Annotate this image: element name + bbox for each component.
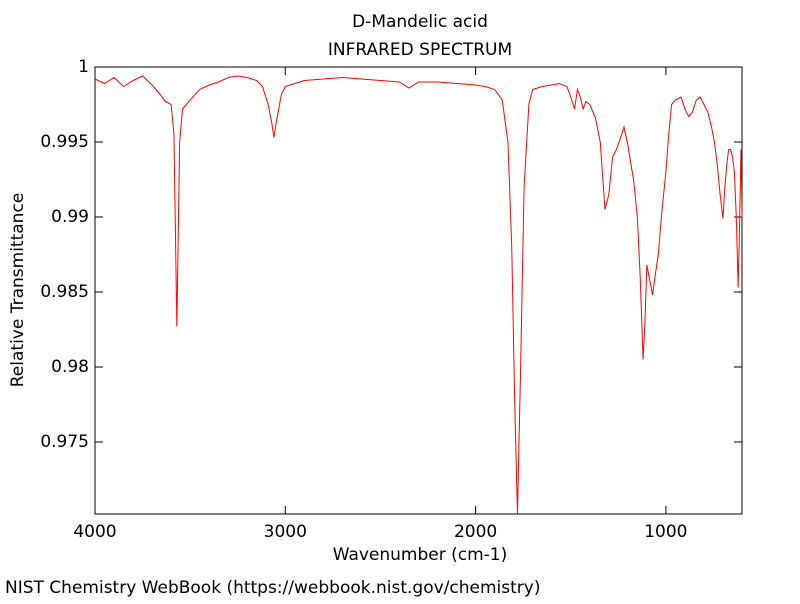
x-tick-label: 1000	[644, 522, 687, 542]
y-tick-label: 0.985	[40, 282, 89, 302]
plot-frame	[94, 66, 743, 515]
y-tick-label: 0.99	[51, 207, 89, 227]
spectrum-line	[94, 75, 743, 515]
x-tick-label: 4000	[73, 522, 116, 542]
x-axis-label: Wavenumber (cm-1)	[333, 545, 508, 565]
chart-subtitle: INFRARED SPECTRUM	[328, 40, 512, 60]
y-tick-label: 0.98	[51, 357, 89, 377]
x-tick-label: 3000	[264, 522, 307, 542]
y-tick-label: 0.975	[40, 432, 89, 452]
chart-title: D-Mandelic acid	[352, 12, 488, 32]
y-tick-label: 1	[78, 57, 89, 77]
y-tick-label: 0.995	[40, 132, 89, 152]
x-tick-label: 2000	[454, 522, 497, 542]
footer: NIST Chemistry WebBook (https://webbook.…	[5, 578, 540, 598]
y-axis-label: Relative Transmittance	[8, 193, 28, 388]
